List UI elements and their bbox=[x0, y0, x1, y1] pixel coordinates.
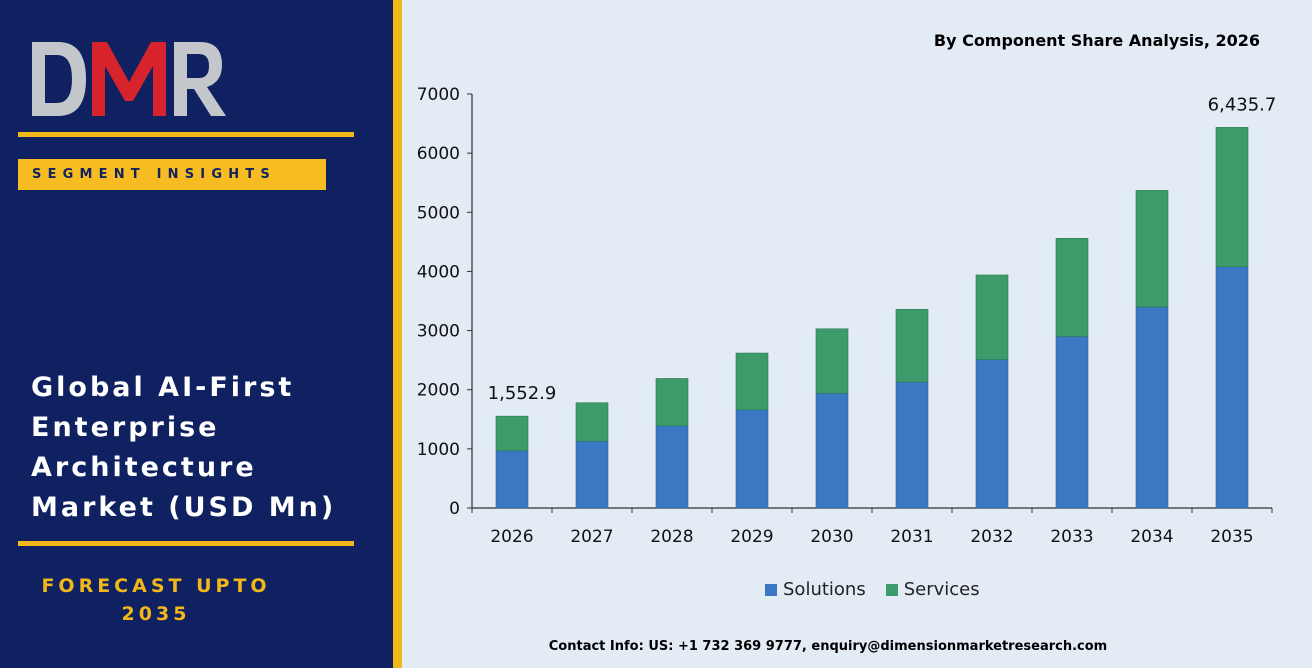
stacked-bar-chart: 0 1000 2000 3000 4000 5000 6000 7000 2026 2027 20… bbox=[417, 85, 1277, 547]
bar-services-2030 bbox=[815, 328, 849, 394]
data-label-2035: 6,435.7 bbox=[1208, 94, 1277, 115]
contact-info: Contact Info: US: +1 732 369 9777, enqui… bbox=[548, 639, 1108, 654]
legend-item-services: Services bbox=[885, 579, 980, 600]
x-tick-label: 2035 bbox=[1210, 527, 1253, 547]
bar-services-2034 bbox=[1135, 190, 1169, 308]
x-tick-label: 2028 bbox=[650, 527, 693, 547]
legend-item-solutions: Solutions bbox=[765, 579, 866, 600]
bar-solutions-2027 bbox=[575, 440, 609, 509]
legend-label-solutions: Solutions bbox=[783, 579, 866, 600]
market-title-line: Market (USD Mn) bbox=[31, 492, 337, 523]
forecast-line: 2035 bbox=[121, 603, 191, 625]
y-tick-label: 4000 bbox=[417, 262, 460, 282]
x-tick-label: 2033 bbox=[1050, 527, 1093, 547]
bar-services-2028 bbox=[655, 378, 689, 427]
bar-services-2026 bbox=[495, 415, 529, 451]
bar-services-2035 bbox=[1215, 127, 1249, 267]
legend-swatch-services bbox=[885, 583, 898, 596]
data-label-2026: 1,552.9 bbox=[488, 383, 557, 404]
x-tick-label: 2029 bbox=[730, 527, 773, 547]
gold-divider bbox=[393, 0, 402, 668]
legend-label-services: Services bbox=[903, 579, 980, 600]
bar-solutions-2026 bbox=[495, 450, 529, 509]
x-tick-label: 2031 bbox=[890, 527, 933, 547]
market-title-line: Architecture bbox=[31, 452, 257, 483]
segment-insights-label: SEGMENT INSIGHTS bbox=[32, 167, 276, 182]
legend-swatch-solutions bbox=[765, 583, 777, 596]
bar-services-2032 bbox=[975, 274, 1009, 360]
dmr-logo bbox=[28, 38, 228, 120]
bar-solutions-2031 bbox=[895, 381, 929, 509]
x-tick-label: 2026 bbox=[490, 527, 533, 547]
market-title-line: Global AI-First bbox=[31, 372, 295, 403]
y-tick-label: 6000 bbox=[417, 144, 460, 164]
bar-solutions-2033 bbox=[1055, 336, 1089, 509]
bar-services-2033 bbox=[1055, 238, 1089, 337]
market-title: Global AI-First Enterprise Architecture … bbox=[31, 368, 376, 528]
x-tick-label: 2032 bbox=[970, 527, 1013, 547]
y-tick-label: 2000 bbox=[417, 381, 460, 401]
y-tick-label: 0 bbox=[449, 499, 460, 519]
left-panel: SEGMENT INSIGHTS Global AI-First Enterpr… bbox=[0, 0, 393, 668]
market-title-line: Enterprise bbox=[31, 412, 220, 443]
y-tick-label: 1000 bbox=[417, 440, 460, 460]
bar-solutions-2034 bbox=[1135, 306, 1169, 509]
segment-insights-badge: SEGMENT INSIGHTS bbox=[18, 159, 326, 190]
x-tick-label: 2034 bbox=[1130, 527, 1173, 547]
forecast-line: FORECAST UPTO bbox=[41, 575, 271, 597]
bar-solutions-2028 bbox=[655, 425, 689, 509]
chart-title: By Component Share Analysis, 2026 bbox=[933, 31, 1260, 50]
bar-solutions-2032 bbox=[975, 359, 1009, 509]
y-tick-label: 3000 bbox=[417, 322, 460, 342]
y-tick-label: 5000 bbox=[417, 203, 460, 223]
bar-solutions-2030 bbox=[815, 392, 849, 509]
forecast-label: FORECAST UPTO 2035 bbox=[28, 572, 284, 628]
chart-legend: Solutions Services bbox=[765, 579, 980, 600]
bar-services-2027 bbox=[575, 402, 609, 442]
x-tick-label: 2027 bbox=[570, 527, 613, 547]
gold-rule-top bbox=[18, 132, 354, 137]
bar-solutions-2029 bbox=[735, 409, 769, 509]
x-tick-label: 2030 bbox=[810, 527, 853, 547]
bar-services-2029 bbox=[735, 352, 769, 411]
bar-solutions-2035 bbox=[1215, 266, 1249, 509]
gold-rule-bottom bbox=[18, 541, 354, 546]
bar-services-2031 bbox=[895, 308, 929, 383]
y-tick-label: 7000 bbox=[417, 85, 460, 105]
dmr-logo-graphic bbox=[32, 42, 226, 116]
